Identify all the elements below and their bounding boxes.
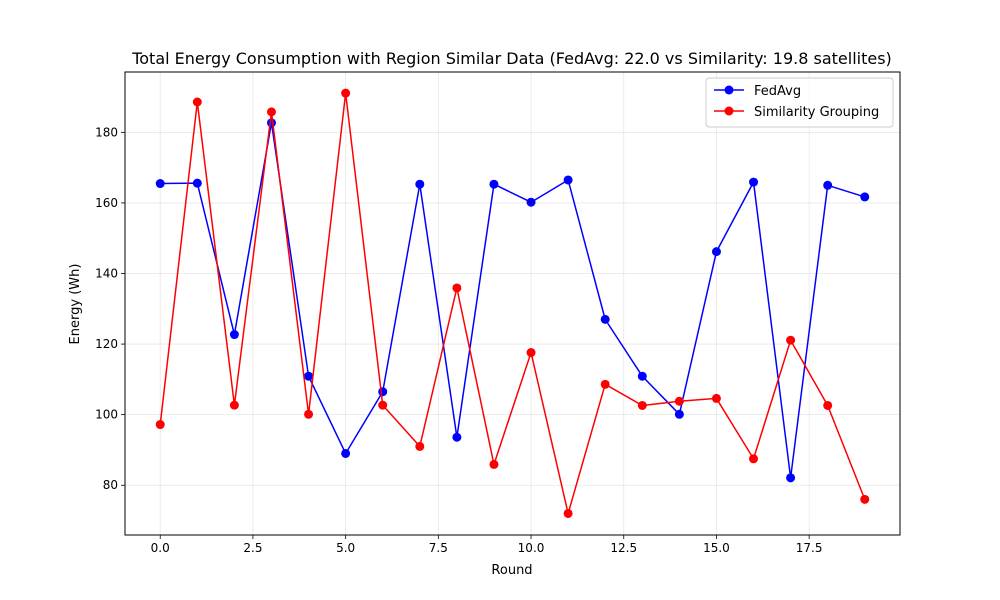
data-point-similarity-grouping — [563, 508, 573, 518]
data-point-similarity-grouping — [637, 400, 647, 410]
data-point-similarity-grouping — [489, 459, 499, 469]
data-point-similarity-grouping — [378, 400, 388, 410]
data-point-similarity-grouping — [341, 88, 351, 98]
data-point-similarity-grouping — [415, 441, 425, 451]
data-point-fedavg — [155, 179, 165, 189]
data-point-fedavg — [489, 179, 499, 189]
data-point-fedavg — [637, 371, 647, 381]
y-axis-label: Energy (Wh) — [68, 264, 83, 345]
y-axis-ticks: 80 100 120 140 160 180 — [95, 125, 125, 492]
series-line-fedavg — [160, 122, 865, 479]
y-tick-label: 140 — [95, 267, 118, 281]
data-point-fedavg — [452, 432, 462, 442]
data-point-similarity-grouping — [749, 454, 759, 464]
plot-frame — [124, 71, 901, 536]
data-point-similarity-grouping — [711, 393, 721, 403]
y-tick-label: 80 — [103, 478, 118, 492]
x-tick-label: 17.5 — [796, 541, 823, 555]
x-tick-label: 2.5 — [243, 541, 262, 555]
x-tick-label: 10.0 — [518, 541, 545, 555]
data-point-fedavg — [266, 118, 276, 128]
chart-title: Total Energy Consumption with Region Sim… — [131, 49, 892, 68]
grid-lines — [125, 72, 900, 535]
series-layer — [155, 88, 870, 518]
data-point-fedavg — [341, 448, 351, 458]
data-point-fedavg — [192, 178, 202, 188]
y-tick-label: 160 — [95, 196, 118, 210]
legend-box — [705, 77, 894, 128]
legend: FedAvg Similarity Grouping — [705, 77, 894, 128]
data-point-fedavg — [674, 409, 684, 419]
data-point-fedavg — [304, 371, 314, 381]
data-point-similarity-grouping — [229, 400, 239, 410]
data-point-similarity-grouping — [266, 107, 276, 117]
data-point-fedavg — [415, 179, 425, 189]
data-point-similarity-grouping — [526, 348, 536, 358]
x-tick-label: 12.5 — [610, 541, 637, 555]
series-line-similarity-grouping — [159, 92, 866, 515]
legend-marker-fedavg — [724, 85, 734, 95]
data-point-fedavg — [563, 175, 573, 185]
y-tick-label: 180 — [95, 125, 118, 139]
x-tick-label: 15.0 — [703, 541, 730, 555]
data-point-similarity-grouping — [674, 396, 684, 406]
data-point-similarity-grouping — [452, 283, 462, 293]
data-point-fedavg — [378, 387, 388, 397]
data-point-fedavg — [711, 247, 721, 257]
data-point-similarity-grouping — [304, 409, 314, 419]
data-point-similarity-grouping — [860, 494, 870, 504]
data-point-fedavg — [860, 192, 870, 202]
data-point-fedavg — [749, 177, 759, 187]
data-point-fedavg — [600, 314, 610, 324]
x-tick-label: 0.0 — [151, 541, 170, 555]
data-point-fedavg — [526, 197, 536, 207]
x-tick-label: 7.5 — [429, 541, 448, 555]
data-point-fedavg — [823, 180, 833, 190]
legend-label-similarity: Similarity Grouping — [754, 105, 879, 120]
legend-label-fedavg: FedAvg — [754, 84, 801, 99]
data-point-similarity-grouping — [823, 400, 833, 410]
data-point-similarity-grouping — [192, 97, 202, 107]
legend-marker-similarity — [724, 106, 734, 116]
data-point-similarity-grouping — [155, 420, 165, 430]
data-point-fedavg — [229, 330, 239, 340]
data-point-similarity-grouping — [600, 379, 610, 389]
x-axis-ticks: 0.0 2.5 5.0 7.5 10.0 12.5 15.0 17.5 — [151, 535, 823, 555]
y-tick-label: 100 — [95, 408, 118, 422]
data-point-similarity-grouping — [786, 335, 796, 345]
x-tick-label: 5.0 — [336, 541, 355, 555]
data-point-fedavg — [786, 473, 796, 483]
y-tick-label: 120 — [95, 337, 118, 351]
x-axis-label: Round — [491, 563, 532, 578]
